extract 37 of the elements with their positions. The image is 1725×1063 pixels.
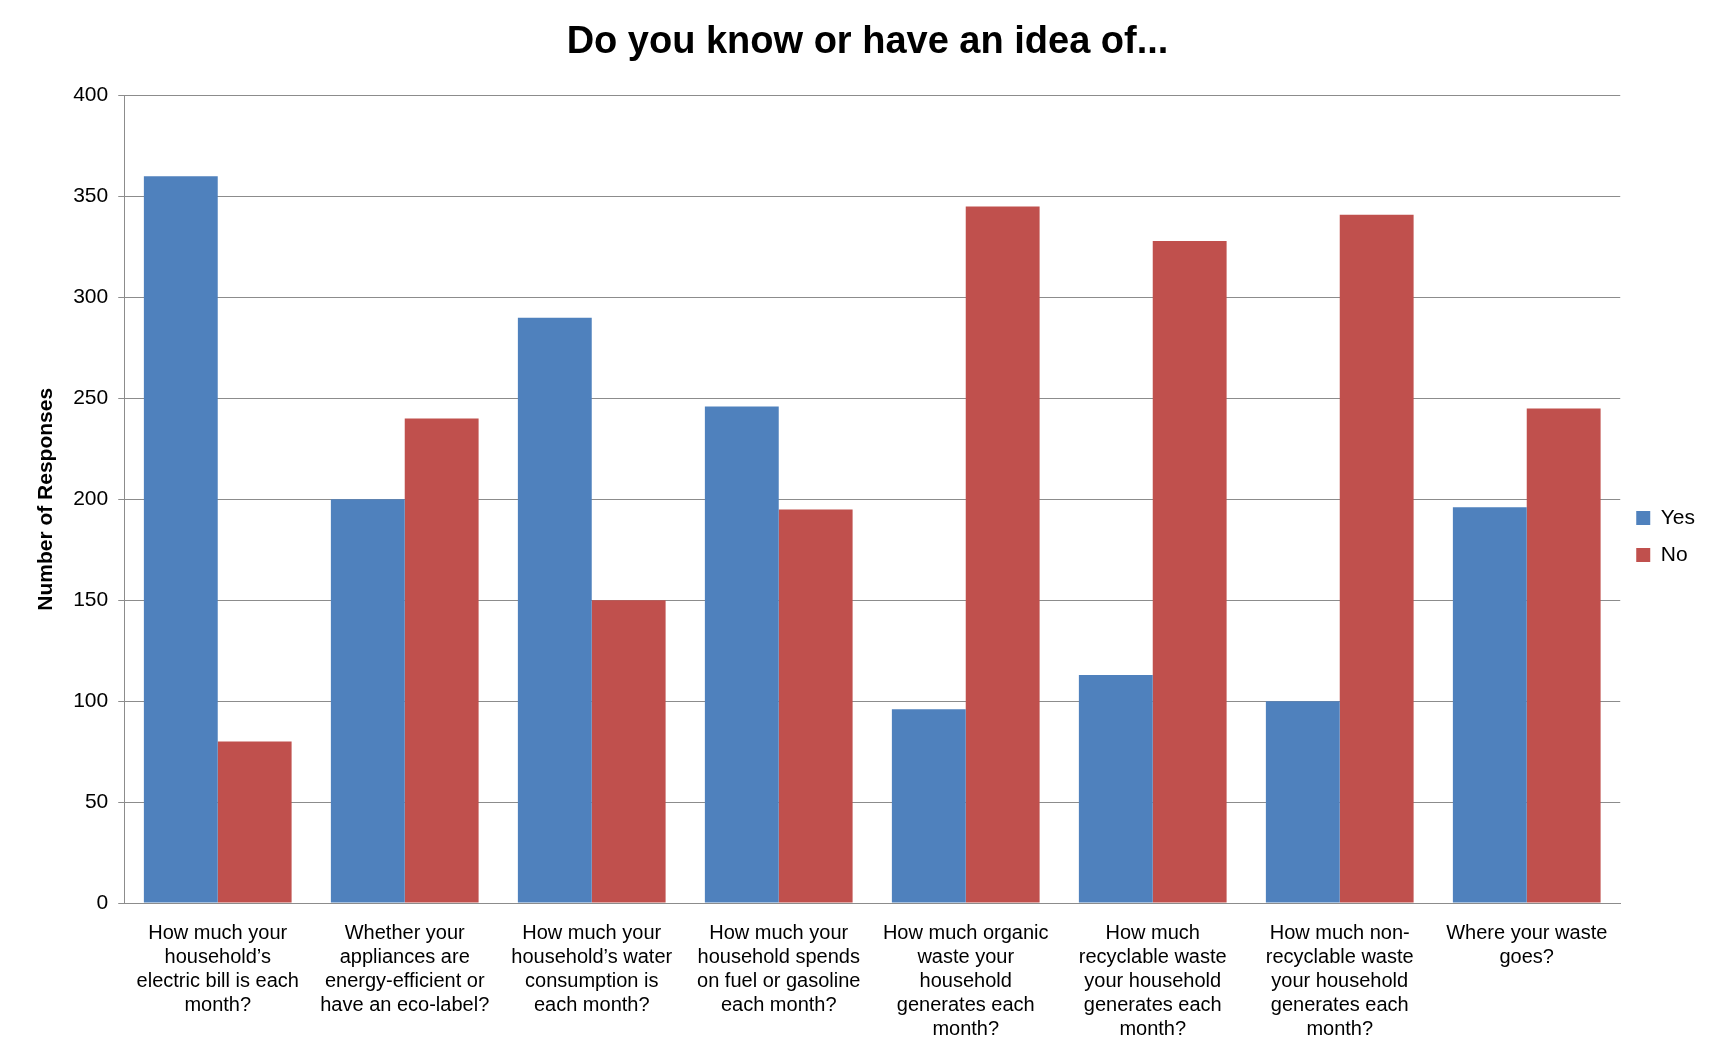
y-tick-label: 150 (73, 587, 109, 611)
y-tick-label: 400 (73, 82, 109, 106)
x-tick-label: How much your household’s electric bill is each month? (136, 920, 299, 1015)
y-tick-label: 0 (96, 889, 109, 913)
bar (143, 176, 218, 903)
y-tick-label: 250 (73, 385, 109, 409)
bar (1265, 701, 1340, 903)
bar (1339, 214, 1414, 903)
y-tick-label: 350 (73, 183, 109, 207)
bar (591, 600, 666, 903)
bar (704, 406, 779, 903)
chart-title: Do you know or have an idea of... (566, 19, 1169, 62)
bar (404, 418, 479, 903)
bar (778, 509, 853, 903)
y-tick-label: 300 (73, 284, 109, 308)
y-tick-label: 200 (73, 486, 109, 510)
x-tick-label: How much organic waste your household generates each month? (882, 920, 1049, 1039)
x-tick-label: How much non-recyclable waste your household generates each month? (1265, 920, 1414, 1039)
y-axis-title: Number of Responses (33, 387, 57, 611)
bar (330, 499, 405, 903)
bar (517, 317, 592, 903)
bar (1526, 408, 1601, 903)
bar (217, 741, 292, 903)
bar (965, 206, 1040, 903)
bar (891, 709, 966, 903)
x-tick-label: How much your household spends on fuel or gasoline each month? (697, 920, 861, 1015)
legend-label: Yes (1660, 504, 1696, 528)
bar (1078, 674, 1153, 903)
x-tick-label: Whether your appliances are energy-efficient or have an eco-label? (320, 920, 490, 1015)
legend-label: No (1660, 541, 1688, 565)
x-tick-label: How much recyclable waste your household generates each month? (1078, 920, 1227, 1039)
x-tick-label: How much your household’s water consumption is each month? (511, 920, 673, 1015)
bar (1452, 507, 1527, 903)
y-tick-label: 100 (73, 687, 109, 711)
bar (1152, 240, 1227, 903)
x-tick-label: Where your waste goes? (1446, 920, 1608, 967)
y-tick-label: 50 (84, 788, 109, 812)
